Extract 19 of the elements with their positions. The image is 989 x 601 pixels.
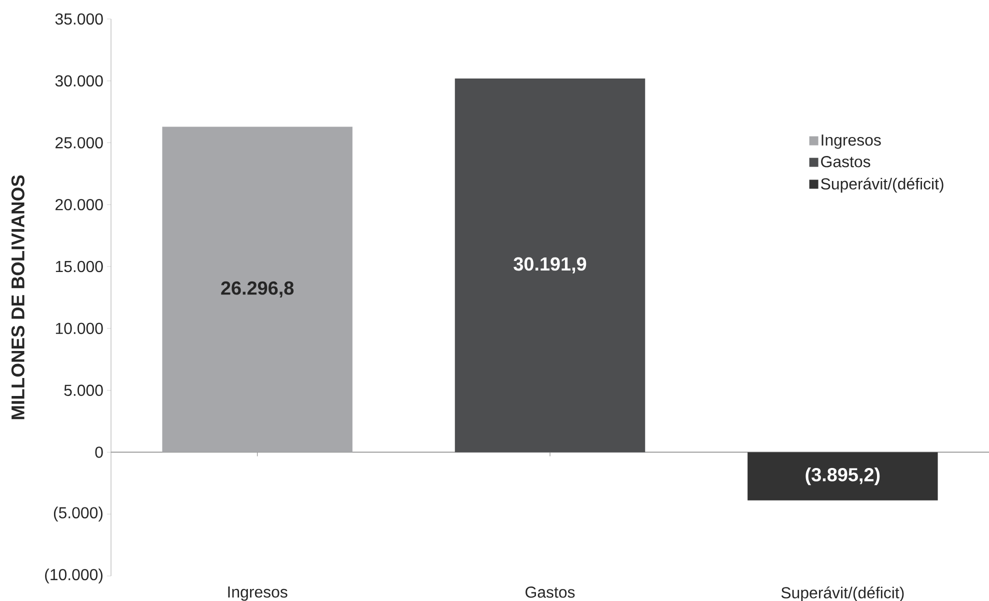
y-tick-label: 35.000 [55, 13, 103, 25]
legend-label: Gastos [821, 156, 870, 168]
y-tick-label: (10.000) [45, 568, 102, 584]
y-tick-label: 25.000 [56, 137, 103, 148]
y-tick-label: 5.000 [64, 384, 103, 396]
data-label: 26.296,8 [221, 281, 294, 298]
x-tick-label: Ingresos [228, 586, 288, 601]
y-tick-label: 30.000 [55, 75, 103, 87]
y-tick-label: 0 [95, 446, 103, 458]
data-label: (3.895,2) [806, 467, 880, 486]
x-tick-label: Gastos [526, 586, 575, 598]
y-tick-label: 15.000 [56, 260, 103, 272]
legend-label: Ingresos [822, 134, 881, 149]
data-label: 30.191,9 [514, 257, 586, 274]
y-tick-label: 10.000 [56, 322, 103, 334]
y-tick-label: 20.000 [56, 199, 103, 210]
y-axis-title: MILLONES DE BOLIVIANOS [11, 175, 24, 420]
legend-label: Superávit/(déficit) [821, 178, 944, 193]
y-tick-label: (5.000) [54, 506, 102, 522]
